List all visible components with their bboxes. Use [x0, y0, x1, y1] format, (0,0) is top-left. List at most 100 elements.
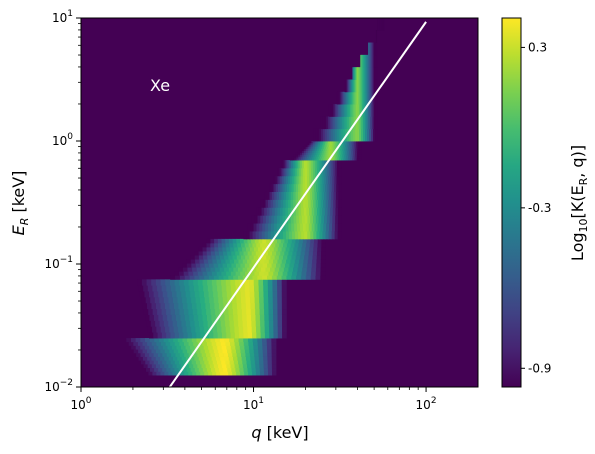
heatmap-cell: [308, 199, 312, 208]
heatmap-cell: [329, 223, 333, 232]
heatmap-cell: [187, 338, 193, 343]
heatmap-cell: [356, 91, 359, 105]
heatmap-cell: [327, 144, 330, 148]
heatmap-cell: [271, 345, 277, 350]
heatmap-cell: [353, 67, 355, 80]
heatmap-cell: [186, 367, 192, 372]
heatmap-cell: [271, 360, 277, 365]
heatmap-cell: [196, 302, 202, 310]
heatmap-cell: [213, 296, 219, 304]
heatmap-cell: [179, 275, 186, 280]
heatmap-cell: [341, 128, 344, 142]
heatmap-cell: [373, 128, 376, 142]
heatmap-cell: [275, 183, 279, 192]
heatmap-cell: [223, 275, 229, 280]
heatmap-cell: [361, 128, 364, 142]
heatmap-cell: [324, 116, 327, 130]
heatmap-cell: [218, 296, 224, 304]
heatmap-cell: [357, 146, 360, 150]
heatmap-cell: [213, 363, 219, 369]
heatmap-cell: [298, 207, 302, 216]
heatmap-cell: [312, 158, 315, 161]
heatmap-cell: [140, 345, 146, 350]
heatmap-cell: [333, 199, 337, 208]
heatmap-cell: [149, 352, 155, 357]
heatmap-cell: [267, 263, 272, 268]
heatmap-cell: [338, 148, 341, 151]
heatmap-cell: [217, 242, 223, 248]
heatmap-cell: [175, 285, 181, 292]
heatmap-cell: [235, 349, 241, 354]
heatmap-cell: [308, 255, 313, 260]
heatmap-cell: [154, 296, 160, 304]
heatmap-cell: [371, 54, 373, 68]
heatmap-cell: [299, 152, 303, 155]
heatmap-cell: [197, 279, 203, 286]
heatmap-cell: [224, 267, 230, 272]
heatmap-cell: [284, 183, 288, 192]
heatmap-cell: [320, 148, 324, 151]
heatmap-cell: [320, 116, 324, 130]
heatmap-cell: [236, 291, 241, 298]
heatmap-cell: [265, 223, 269, 232]
heatmap-cell: [318, 146, 321, 150]
heatmap-cell: [176, 345, 182, 350]
heatmap-cell: [328, 199, 332, 208]
heatmap-cell: [276, 191, 280, 200]
heatmap-cell: [370, 79, 373, 93]
heatmap-cell: [336, 141, 339, 144]
heatmap-cell: [358, 156, 362, 159]
heatmap-cell: [270, 267, 276, 272]
heatmap-cell: [183, 279, 189, 286]
heatmap-cell: [289, 263, 295, 268]
heatmap-cell: [301, 152, 305, 155]
heatmap-cell: [190, 259, 196, 264]
heatmap-cell: [216, 341, 222, 346]
y-tick-label: 10−1: [44, 255, 73, 271]
heatmap-cell: [199, 275, 205, 280]
heatmap-cell: [294, 158, 297, 161]
heatmap-cell: [179, 279, 185, 286]
heatmap-cell: [358, 79, 361, 93]
heatmap-cell: [244, 271, 251, 276]
heatmap-cell: [303, 146, 307, 150]
heatmap-cell: [280, 183, 283, 192]
heatmap-cell: [272, 251, 277, 256]
heatmap-cell: [226, 332, 231, 339]
heatmap-cell: [281, 285, 287, 292]
heatmap-cell: [178, 271, 185, 276]
heatmap-cell: [262, 263, 268, 268]
heatmap-cell: [259, 360, 264, 365]
heatmap-cell: [307, 231, 311, 240]
heatmap-cell: [272, 302, 278, 310]
heatmap-cell: [192, 308, 198, 315]
heatmap-cell: [375, 116, 378, 130]
heatmap-cell: [282, 223, 286, 232]
heatmap-cell: [262, 352, 268, 357]
heatmap-cell: [192, 267, 198, 272]
heatmap-cell: [168, 320, 174, 327]
heatmap-cell: [293, 263, 299, 268]
heatmap-cell: [356, 154, 360, 157]
heatmap-cell: [307, 167, 310, 177]
heatmap-cell: [345, 79, 347, 93]
heatmap-cell: [343, 144, 346, 148]
heatmap-cell: [357, 148, 360, 151]
heatmap-cell: [204, 296, 210, 304]
heatmap-cell: [169, 349, 175, 354]
heatmap-cell: [171, 345, 177, 350]
heatmap-cell: [182, 302, 188, 310]
heatmap-cell: [318, 199, 322, 208]
heatmap-cell: [279, 231, 284, 240]
heatmap-cell: [251, 367, 257, 372]
heatmap-cell: [320, 223, 324, 232]
heatmap-cell: [310, 238, 315, 244]
heatmap-cell: [244, 345, 250, 350]
heatmap-cell: [217, 238, 222, 244]
heatmap-cell: [359, 144, 362, 148]
heatmap-cell: [302, 160, 305, 169]
heatmap-cell: [182, 367, 188, 372]
heatmap-cell: [148, 371, 153, 376]
heatmap-cell: [238, 326, 244, 333]
heatmap-cell: [333, 183, 337, 192]
